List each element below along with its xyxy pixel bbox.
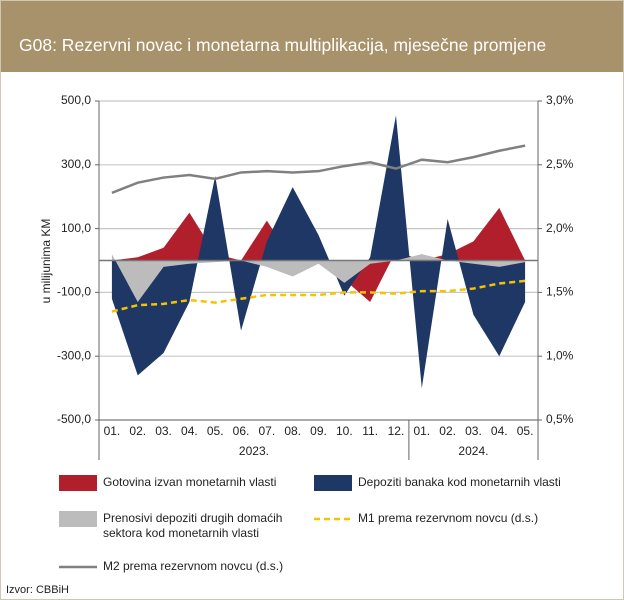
line <box>111 144 526 195</box>
y2-tick-label: 1,0% <box>546 348 574 362</box>
x-tick-label: 07. <box>259 424 276 438</box>
y-tick-label: 500,0 <box>61 93 91 107</box>
x-tick-label: 05. <box>517 424 534 438</box>
area <box>111 115 526 389</box>
legend-swatch <box>59 565 97 569</box>
y2-tick-label: 1,5% <box>546 285 574 299</box>
legend-label: Depoziti banaka kod monetarnih vlasti <box>358 475 561 489</box>
x-tick-label: 12. <box>388 424 405 438</box>
x-tick-label: 01. <box>413 424 430 438</box>
legend-item: M1 prema rezervnom novcu (d.s.) <box>314 511 538 527</box>
swatch <box>59 511 97 527</box>
legend-item: Depoziti banaka kod monetarnih vlasti <box>314 475 561 491</box>
x-tick-label: 04. <box>181 424 198 438</box>
x-tick-label: 04. <box>491 424 508 438</box>
y-tick-label: -100,0 <box>57 285 91 299</box>
x-tick-label: 06. <box>233 424 250 438</box>
year-label: 2023. <box>239 444 269 458</box>
source: Izvor: CBBiH <box>6 584 69 596</box>
legend-label: Gotovina izvan monetarnih vlasti <box>103 475 277 489</box>
x-tick-label: 02. <box>129 424 146 438</box>
x-tick-label: 08. <box>284 424 301 438</box>
legend-swatch <box>59 475 97 491</box>
year-label: 2024. <box>458 444 488 458</box>
legend-item: M2 prema rezervnom novcu (d.s.) <box>59 559 283 575</box>
area <box>111 254 526 302</box>
legend-item: Gotovina izvan monetarnih vlasti <box>59 475 276 491</box>
legend-label: Prenosivi depoziti drugih domaćih sektor… <box>103 511 283 540</box>
x-tick-label: 11. <box>362 424 378 438</box>
legend-item: Prenosivi depoziti drugih domaćih sektor… <box>59 511 303 541</box>
y-tick-label: 300,0 <box>61 157 91 171</box>
x-tick-label: 10. <box>336 424 353 438</box>
chart-title: G08: Rezervni novac i monetarna multipli… <box>19 35 547 55</box>
y-tick-label: -300,0 <box>57 348 91 362</box>
y2-tick-label: 3,0% <box>546 93 574 107</box>
legend-swatch <box>314 475 352 491</box>
x-tick-label: 02. <box>439 424 456 438</box>
legend-label: M1 prema rezervnom novcu (d.s.) <box>358 511 539 525</box>
x-tick-label: 03. <box>155 424 172 438</box>
y2-tick-label: 2,0% <box>546 221 574 235</box>
header: G08: Rezervni novac i monetarna multipli… <box>1 1 623 72</box>
y2-tick-label: 0,5% <box>546 412 574 426</box>
legend-swatch <box>59 511 97 527</box>
y2-tick-label: 2,5% <box>546 157 574 171</box>
y-tick-label: 100,0 <box>61 221 91 235</box>
y-tick-label: -500,0 <box>57 412 91 426</box>
swatch <box>59 475 97 491</box>
x-tick-label: 05. <box>207 424 224 438</box>
y-axis-label: u milijunima KM <box>39 219 53 304</box>
x-tick-label: 09. <box>310 424 327 438</box>
legend-label: M2 prema rezervnom novcu (d.s.) <box>103 559 284 573</box>
x-tick-label: 03. <box>465 424 482 438</box>
legend-swatch <box>314 517 352 521</box>
x-tick-label: 01. <box>104 424 121 438</box>
area <box>111 207 526 302</box>
chart: u milijunima KM 500,0 300,0 100,0 -100,0 -30… <box>39 93 574 460</box>
swatch <box>314 475 352 491</box>
